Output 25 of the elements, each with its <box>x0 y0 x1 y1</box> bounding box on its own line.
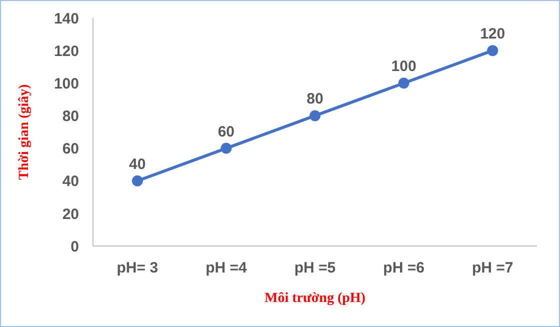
data-label: 40 <box>129 156 146 173</box>
y-tick-label: 120 <box>54 42 79 60</box>
data-label: 120 <box>480 26 506 43</box>
point <box>398 78 410 89</box>
x-tick-label: pH =6 <box>383 260 424 277</box>
y-tick-label: 40 <box>62 173 79 190</box>
x-tick-label: pH =5 <box>294 260 336 277</box>
x-tick-label: pH =7 <box>472 260 514 277</box>
data-label: 80 <box>306 90 324 108</box>
y-tick-label: 80 <box>62 108 79 126</box>
data-label: 100 <box>391 58 416 76</box>
point <box>220 142 232 154</box>
y-axis-title: Thời gian (giây) <box>16 84 32 180</box>
y-tick-label: 20 <box>62 206 79 223</box>
x-axis-title: Môi trường (pH) <box>264 291 366 306</box>
y-tick-label: 0 <box>70 238 79 256</box>
y-tick-label: 100 <box>54 75 79 92</box>
y-tick-label: 140 <box>54 10 79 28</box>
point <box>310 110 320 122</box>
data-label: 60 <box>218 123 235 140</box>
point <box>487 45 498 56</box>
x-tick-label: pH =4 <box>206 260 248 277</box>
x-tick-label: pH= 3 <box>116 260 158 277</box>
point <box>132 175 143 186</box>
y-tick-label: 60 <box>62 140 79 158</box>
